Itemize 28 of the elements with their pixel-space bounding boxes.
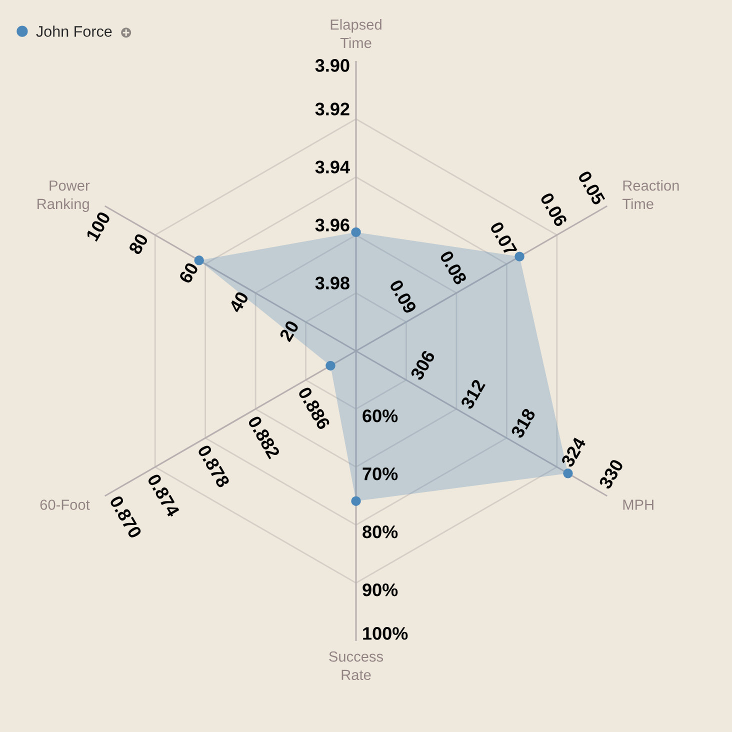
spoke-label: 60-Foot [40, 500, 90, 510]
text: 70% [362, 467, 398, 480]
spoke-label: Success Rate [329, 651, 384, 680]
text: 324 [560, 436, 586, 468]
text: 90% [362, 583, 398, 596]
text: 3.92 [315, 102, 350, 116]
text: 306 [410, 350, 436, 382]
text: 318 [510, 407, 536, 440]
text: 3.98 [315, 276, 350, 290]
text: 3.96 [315, 218, 350, 232]
text: 80% [362, 525, 398, 538]
text: 40 [228, 290, 250, 314]
spoke-label: MPH [623, 500, 654, 510]
text: 0.07 [490, 220, 518, 256]
text: 100% [363, 627, 408, 640]
text: 80 [128, 232, 149, 256]
text: 60% [362, 409, 398, 422]
text: 330 [598, 458, 624, 490]
text: 3.94 [315, 160, 350, 174]
text: 60 [178, 262, 199, 284]
spoke-label: Elapsed Time [330, 19, 382, 48]
legend-label: John Force [36, 26, 112, 37]
spoke-label: Power Ranking [38, 180, 90, 212]
text: 3.90 [315, 59, 350, 72]
text: 20 [278, 320, 300, 342]
spoke-label: Reaction Time [622, 180, 679, 210]
text: 312 [460, 378, 486, 410]
text: 100 [86, 210, 111, 242]
